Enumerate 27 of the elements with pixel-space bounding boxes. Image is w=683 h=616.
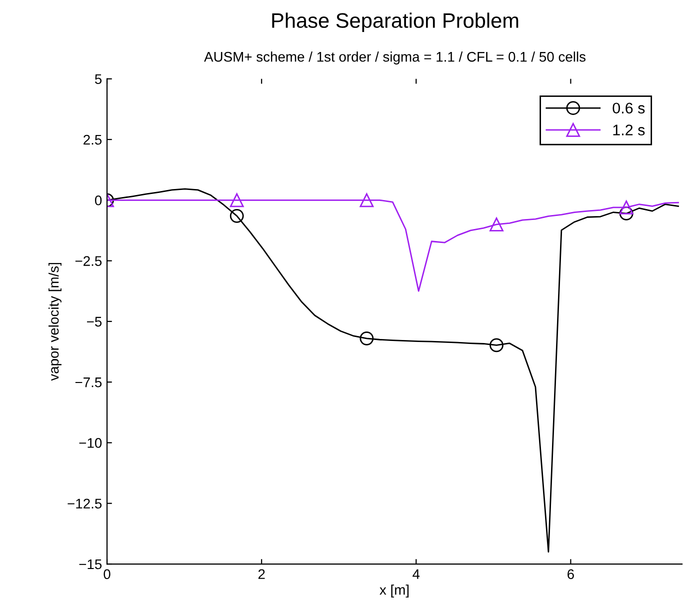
legend-label: 0.6 s — [612, 102, 645, 114]
y-tick-label: −10 — [79, 438, 102, 448]
point — [230, 193, 244, 208]
point — [490, 217, 504, 232]
y-tick-label: −15 — [79, 559, 102, 570]
point — [230, 208, 244, 223]
y-tick-label: 0 — [94, 195, 102, 206]
point — [490, 338, 504, 352]
x-tick-label: 2 — [258, 569, 265, 579]
point — [360, 193, 374, 208]
x-tick-label: 4 — [412, 569, 420, 579]
x-tick-label: 0 — [104, 569, 110, 580]
point — [360, 331, 374, 346]
y-tick-label: −7.5 — [75, 378, 102, 388]
y-tick-label: −5 — [87, 316, 102, 327]
y-axis-title: vapor velocity [m/s] — [48, 262, 62, 381]
y-tick-label: 2.5 — [84, 134, 102, 145]
x-axis-title: x [m] — [380, 584, 409, 598]
point — [619, 206, 634, 220]
y-tick-label: 5 — [94, 74, 102, 84]
chart-subtitle: AUSM+ scheme / 1st order / sigma = 1.1 / CFL = 0.1 / 50 cells — [204, 52, 586, 64]
y-tick-label: −2.5 — [75, 256, 102, 266]
point — [619, 200, 634, 214]
chart-title: Phase Separation Problem — [272, 12, 518, 32]
y-tick-label: −12.5 — [68, 498, 102, 509]
legend-label: 1.2 s — [613, 124, 645, 136]
x-tick-label: 6 — [568, 569, 574, 580]
